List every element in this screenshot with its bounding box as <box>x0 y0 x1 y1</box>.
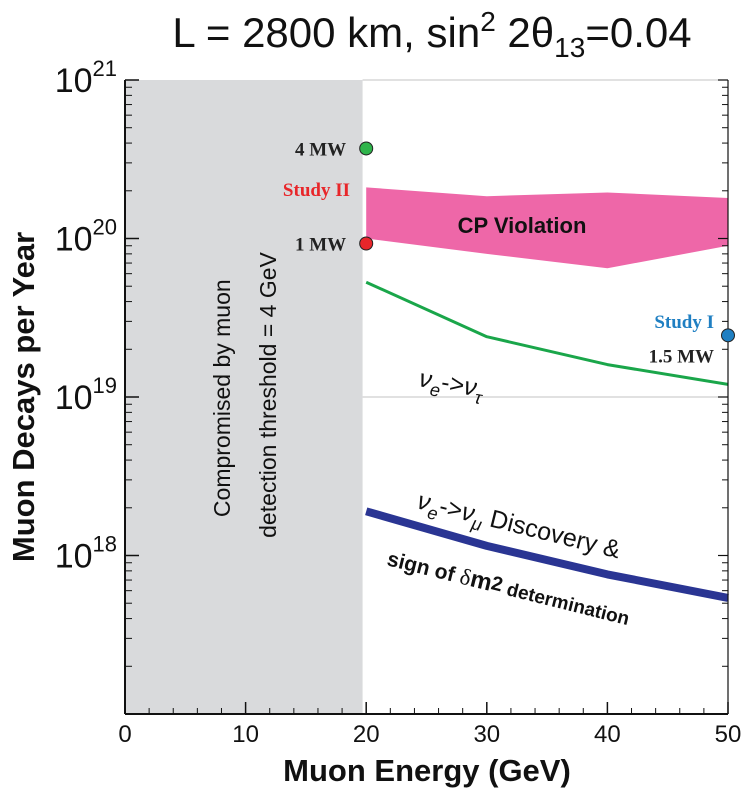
point-1mw <box>359 236 374 251</box>
excluded-label-line1: Compromised by muon <box>209 279 235 517</box>
y-tick-label-19: 1019 <box>55 373 117 417</box>
y-tick-label-21: 1021 <box>55 56 117 100</box>
x-tick-label-10: 10 <box>232 721 259 748</box>
x-tick-label-0: 0 <box>118 721 131 748</box>
point-1-5mw <box>721 328 735 343</box>
chart-title: L = 2800 km, sin2 2θ13=0.04 <box>172 6 691 63</box>
annotation-study-ii: Study II <box>283 180 350 201</box>
band-label-cp-violation: CP Violation <box>458 213 587 238</box>
x-tick-label-50: 50 <box>715 721 742 748</box>
series-label-nue-nutau: νe->ντ <box>416 364 487 408</box>
excluded-label-line2: detection threshold = 4 GeV <box>255 251 281 537</box>
band-cp-violation <box>366 187 728 269</box>
excluded-region <box>125 80 363 714</box>
svg-text:Compromised by muon dete: Compromised by muon detection threshold … <box>209 251 281 537</box>
point-1mw-label: 1 MW <box>295 234 346 255</box>
point-4mw <box>359 141 374 156</box>
y-tick-label-18: 1018 <box>55 532 117 576</box>
series-line-nue-numu <box>365 507 729 602</box>
x-axis-label: Muon Energy (GeV) <box>283 753 571 788</box>
y-tick-label-20: 1020 <box>55 215 117 259</box>
point-1-5mw-label: 1.5 MW <box>649 346 714 367</box>
point-4mw-label: 4 MW <box>295 139 346 160</box>
series-line-nue-nutau <box>365 280 729 386</box>
excluded-region-label: Compromised by muon detection threshold … <box>209 251 281 537</box>
x-tick-label-40: 40 <box>594 721 621 748</box>
y-axis-label: Muon Decays per Year <box>6 232 41 562</box>
x-tick-label-20: 20 <box>353 721 380 748</box>
x-tick-label-30: 30 <box>473 721 500 748</box>
annotation-study-i: Study I <box>654 312 714 333</box>
